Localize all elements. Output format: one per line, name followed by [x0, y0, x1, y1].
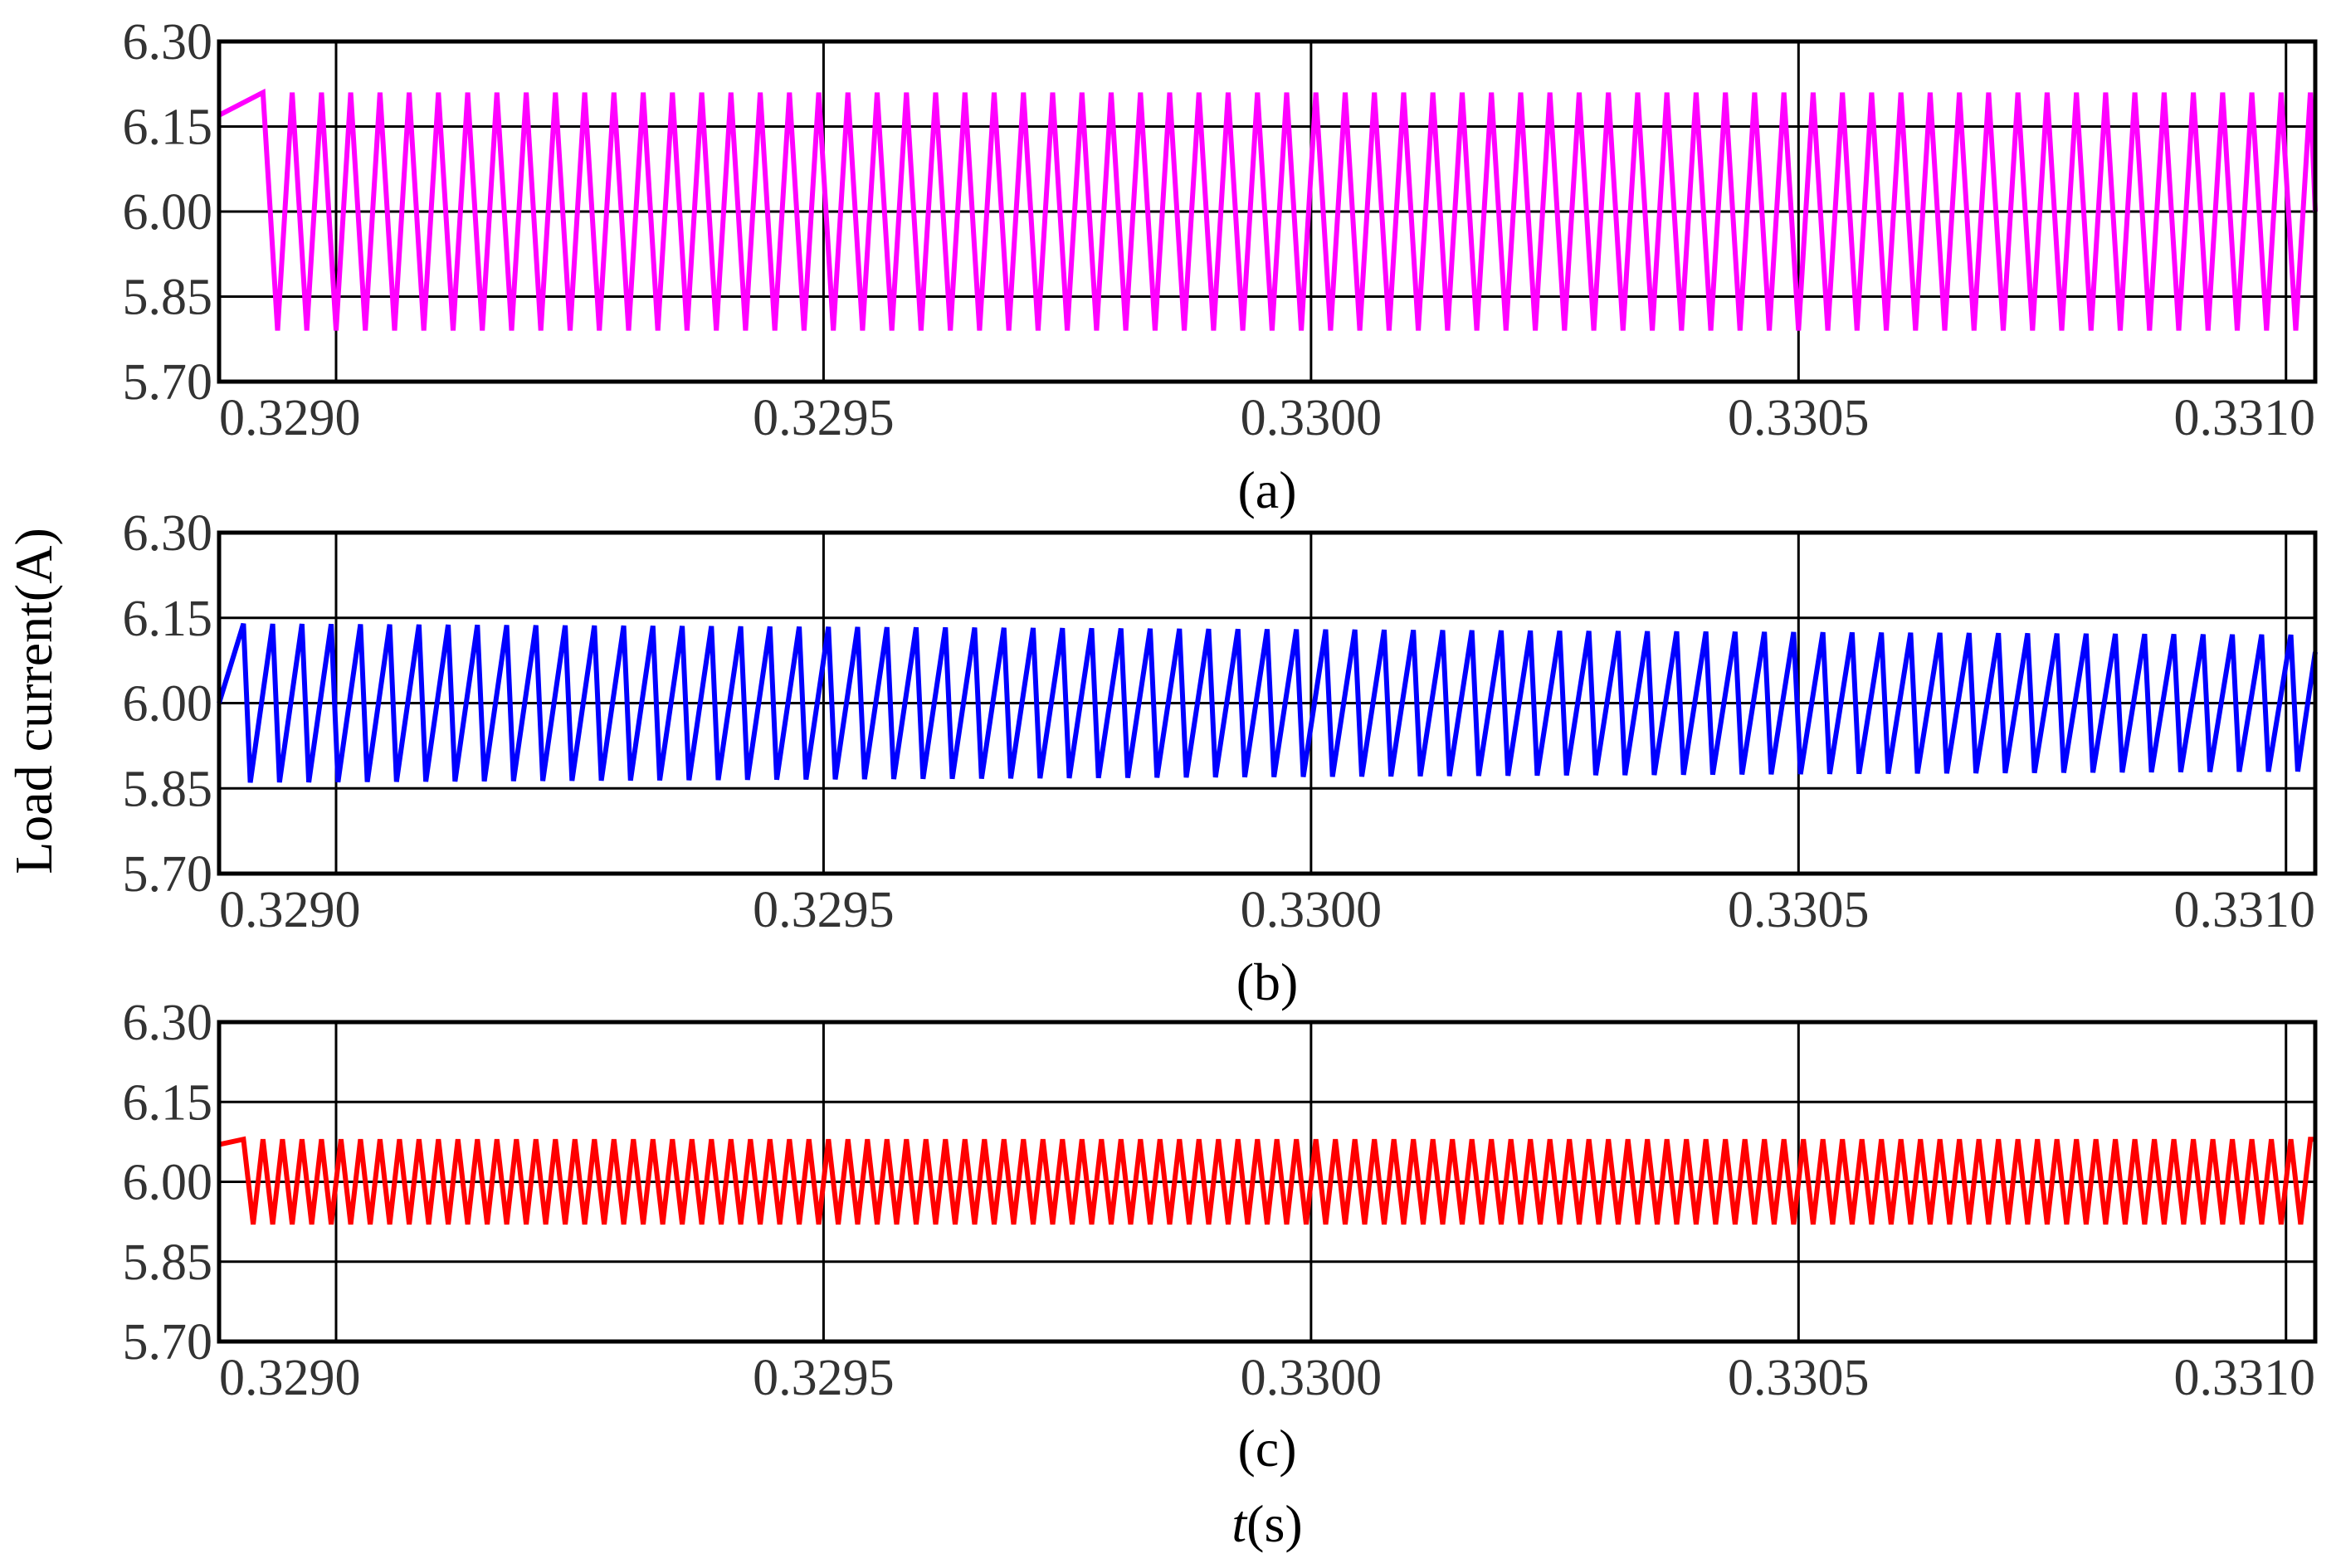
x-tick-label: 0.3300: [1241, 1350, 1383, 1406]
panel-caption: (b): [1236, 952, 1299, 1011]
y-tick-label: 5.70: [123, 354, 213, 411]
x-tick-label: 0.3290: [219, 1350, 361, 1406]
series-line: [217, 88, 2318, 331]
x-tick-label: 0.3305: [1728, 390, 1870, 446]
x-tick-label: 0.3305: [1728, 1350, 1870, 1406]
y-tick-label: 6.15: [123, 591, 213, 647]
x-axis-label-unit: (s): [1246, 1494, 1303, 1553]
x-tick-label: 0.3290: [219, 882, 361, 938]
panel-3: 5.70 5.85 6.00 6.15 6.30 0.3290 0.3295 0.3300 0.…: [123, 995, 2318, 1478]
panel-caption: (c): [1237, 1419, 1296, 1478]
y-tick-label: 6.15: [123, 100, 213, 156]
x-tick-label: 0.3295: [753, 390, 895, 446]
x-tick-label: 0.3295: [753, 1350, 895, 1406]
plot-frame: [217, 1020, 2318, 1344]
y-tick-label: 5.85: [123, 1234, 213, 1291]
y-tick-label: 5.85: [123, 270, 213, 326]
y-tick-label: 6.15: [123, 1074, 213, 1131]
y-tick-label: 5.85: [123, 761, 213, 817]
x-axis-label: t(s): [1231, 1494, 1302, 1553]
x-tick-label: 0.3310: [2174, 390, 2316, 446]
y-tick-label: 6.00: [123, 1155, 213, 1211]
panel-2: 5.70 5.85 6.00 6.15 6.30 0.3290 0.3295 0.3300 0.…: [123, 505, 2318, 1011]
panels: 5.70 5.85 6.00 6.15 6.30 0.3290 0.3295 0.3300 0.…: [123, 14, 2318, 1478]
y-tick-label: 6.30: [123, 505, 213, 562]
x-axis-label-variable: t: [1231, 1494, 1248, 1553]
x-tick-label: 0.3290: [219, 390, 361, 446]
y-tick-label: 5.70: [123, 1314, 213, 1371]
panel-caption: (a): [1237, 460, 1296, 519]
x-tick-label: 0.3310: [2174, 882, 2316, 938]
plot-frame: [217, 530, 2318, 876]
y-tick-label: 6.00: [123, 184, 213, 241]
y-tick-label: 6.00: [123, 676, 213, 733]
series-line: [217, 622, 2318, 783]
x-tick-label: 0.3300: [1241, 390, 1383, 446]
x-tick-label: 0.3300: [1241, 882, 1383, 938]
y-tick-label: 6.30: [123, 995, 213, 1051]
plot-frame: [217, 39, 2318, 384]
series-line: [218, 1136, 2315, 1225]
y-tick-label: 5.70: [123, 846, 213, 903]
x-tick-label: 0.3295: [753, 882, 895, 938]
y-axis-label: Load current(A): [4, 528, 63, 874]
y-tick-label: 6.30: [123, 14, 213, 71]
x-tick-label: 0.3310: [2174, 1350, 2316, 1406]
panel-1: 5.70 5.85 6.00 6.15 6.30 0.3290 0.3295 0.3300 0.…: [123, 14, 2318, 519]
x-tick-label: 0.3305: [1728, 882, 1870, 938]
